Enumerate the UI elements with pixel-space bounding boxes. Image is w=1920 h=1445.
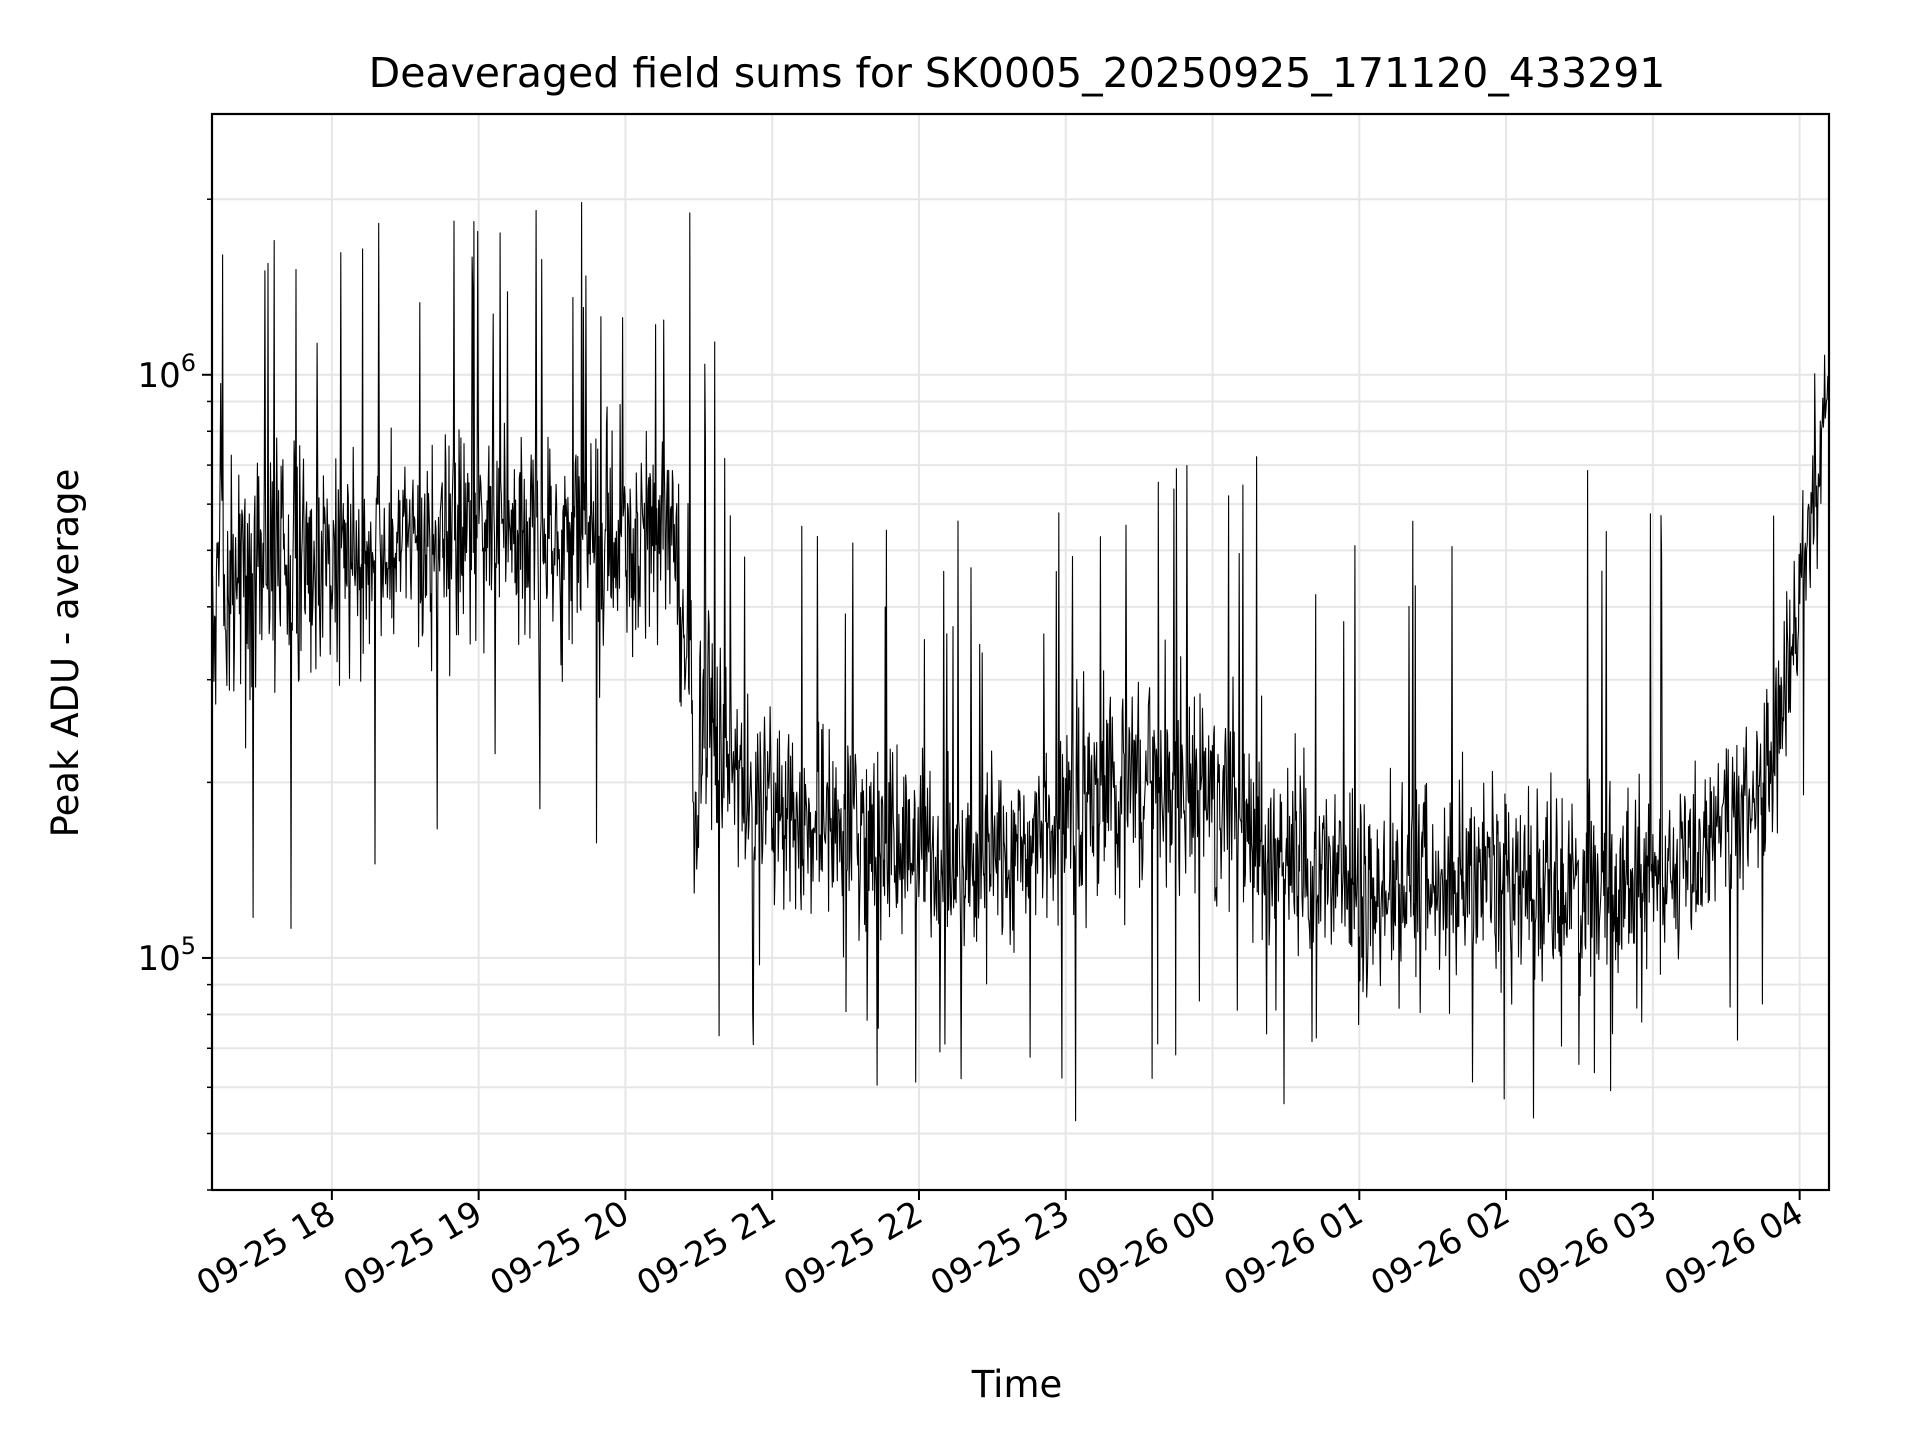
series-line-group: [211, 202, 1830, 1122]
grid: [212, 114, 1829, 1191]
chart-title: Deaveraged field sums for SK0005_2025092…: [369, 49, 1666, 97]
y-axis-label: Peak ADU - average: [44, 469, 87, 838]
y-tick-label: 106: [137, 349, 196, 396]
x-axis-label: Time: [971, 1363, 1063, 1406]
y-tick-label: 105: [137, 932, 196, 979]
series-line: [211, 202, 1830, 1122]
plot-frame: [210, 112, 1831, 1192]
